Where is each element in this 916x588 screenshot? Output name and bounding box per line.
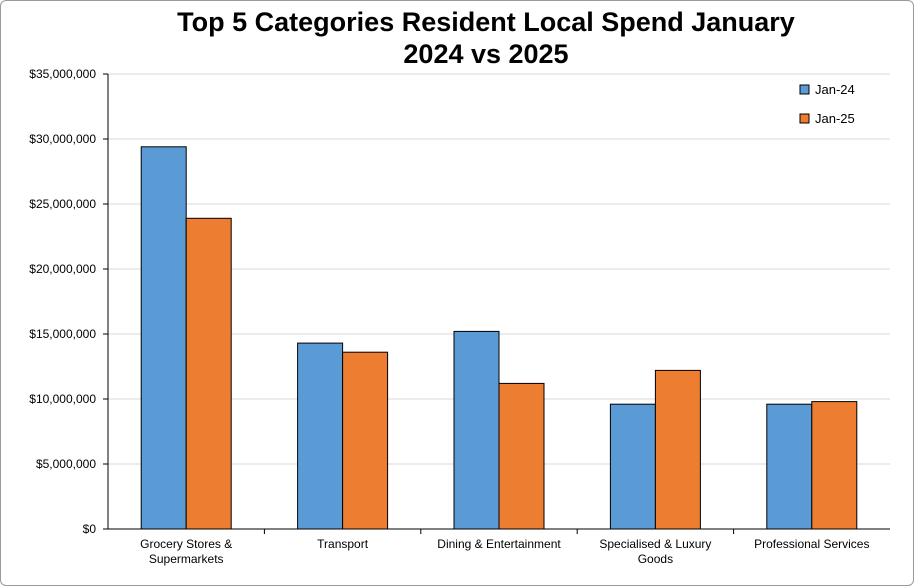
x-tick-label: Grocery Stores & Supermarkets (140, 537, 232, 566)
bar-jan-25 (498, 382, 545, 530)
bar-jan-25 (185, 217, 232, 530)
y-tick-label: $5,000,000 (36, 457, 96, 471)
y-tick-label: $0 (83, 522, 97, 536)
x-tick-label: Professional Services (754, 537, 869, 551)
legend-swatch-jan-25 (799, 113, 810, 124)
y-tick-label: $15,000,000 (29, 327, 96, 341)
legend-swatch-jan-24 (799, 84, 810, 95)
x-axis: Grocery Stores & Supermarkets Transport Din… (108, 528, 890, 566)
bar-jan-24 (297, 342, 344, 530)
y-tick-label: $30,000,000 (29, 132, 96, 146)
bar-jan-25 (811, 401, 858, 530)
legend-label-jan-25: Jan-25 (815, 111, 855, 126)
y-axis: $0 $5,000,000 $10,000,000 $15,000,000 $20,00… (29, 67, 109, 536)
bars (140, 146, 858, 530)
bar-jan-24 (453, 330, 500, 530)
y-tick-label: $10,000,000 (29, 392, 96, 406)
x-tick-label: Transport (317, 537, 369, 551)
y-tick-label: $20,000,000 (29, 262, 96, 276)
legend: Jan-24 Jan-25 (799, 82, 855, 126)
bar-jan-24 (140, 146, 187, 530)
bar-jan-25 (654, 369, 701, 530)
chart-title: Top 5 Categories Resident Local Spend Ja… (177, 7, 795, 69)
bar-jan-25 (342, 351, 389, 530)
x-tick-label: Specialised & Luxury Goods (599, 537, 711, 566)
x-tick-label: Dining & Entertainment (437, 537, 561, 551)
gridlines (108, 73, 890, 465)
y-tick-label: $25,000,000 (29, 197, 96, 211)
legend-label-jan-24: Jan-24 (815, 82, 855, 97)
chart-title-line-1: Top 5 Categories Resident Local Spend Ja… (177, 7, 795, 37)
chart-title-line-2: 2024 vs 2025 (403, 39, 568, 69)
y-tick-label: $35,000,000 (29, 67, 96, 81)
bar-jan-24 (609, 403, 656, 530)
bar-jan-24 (766, 403, 813, 530)
